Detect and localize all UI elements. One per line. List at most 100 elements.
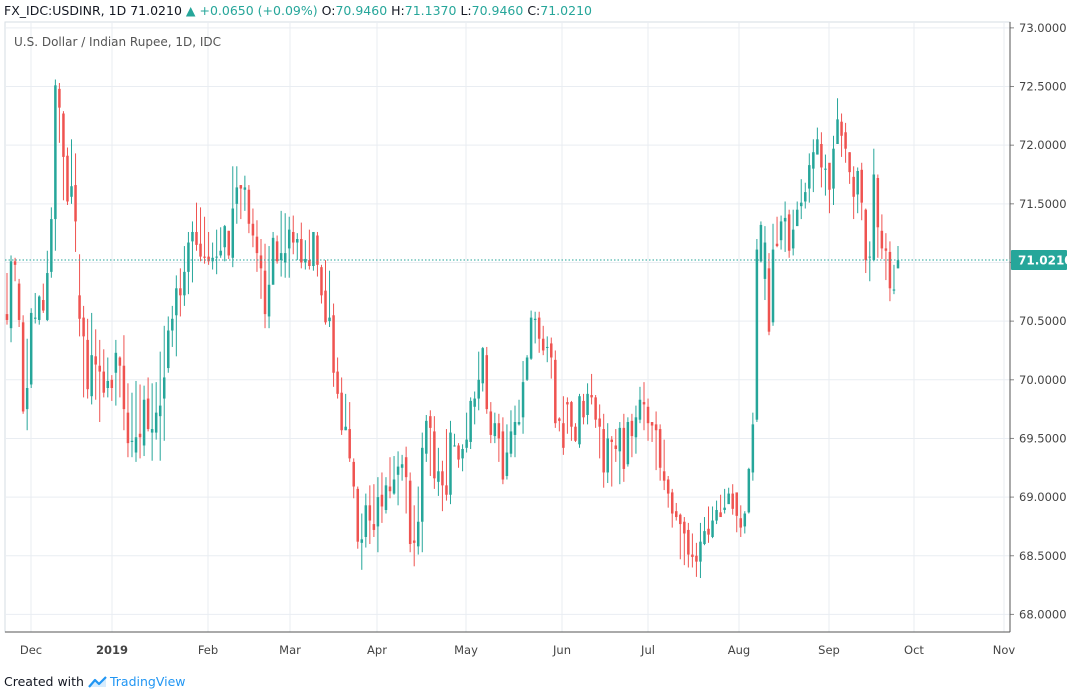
candle <box>558 417 561 432</box>
candle-body <box>445 485 448 495</box>
candle <box>33 292 37 324</box>
candle <box>872 148 876 262</box>
candle <box>804 182 807 209</box>
candle-body <box>622 427 626 469</box>
candle-body <box>142 399 146 446</box>
candle-body <box>868 256 872 258</box>
candle <box>465 412 468 453</box>
candle <box>150 383 154 461</box>
candle-body <box>199 243 202 257</box>
candle <box>747 467 751 514</box>
candle <box>727 487 730 505</box>
candle <box>300 222 303 269</box>
candle-body <box>727 493 730 505</box>
candle-body <box>570 402 573 427</box>
candle <box>142 385 146 457</box>
high-value: 71.1370 <box>404 3 457 18</box>
symbol-name[interactable]: FX_IDC:USDINR, 1D <box>4 3 127 18</box>
candle <box>666 475 670 508</box>
candle-body <box>666 479 670 494</box>
candle <box>138 384 142 459</box>
candle-body <box>251 223 255 236</box>
tradingview-link[interactable]: TradingView <box>88 674 186 689</box>
candle <box>771 223 775 326</box>
candle <box>421 432 424 553</box>
candle-body <box>824 168 827 170</box>
candle-body <box>550 343 553 358</box>
candle-body <box>880 230 884 249</box>
candlestick-chart[interactable]: Dec 2019 Feb Mar Apr May Jun Jul Aug Sep Oct Nov 73.… <box>0 0 1075 665</box>
candle-body <box>33 317 37 319</box>
candle <box>844 122 847 163</box>
candle <box>316 231 319 277</box>
candle-body <box>687 529 690 555</box>
candle <box>799 179 803 220</box>
candle-body <box>376 497 380 527</box>
candle-body <box>98 365 101 372</box>
candle <box>461 444 464 472</box>
candle-body <box>836 119 839 144</box>
candle-body <box>820 144 823 168</box>
candle-body <box>594 397 597 420</box>
candle-body <box>614 445 618 449</box>
candle <box>437 447 440 496</box>
candle <box>388 457 392 499</box>
candle <box>751 412 755 481</box>
candle <box>396 451 400 506</box>
candle-body <box>481 348 484 384</box>
price-change: +0.0650 (+0.09%) <box>199 3 318 18</box>
candle-body <box>799 202 803 207</box>
candle <box>489 402 493 444</box>
candle-body <box>723 507 726 510</box>
candle-body <box>876 178 880 228</box>
candle <box>352 458 355 499</box>
candle-body <box>372 524 376 530</box>
candle <box>263 243 267 329</box>
candle-body <box>146 398 150 430</box>
candle-body <box>328 317 331 322</box>
candle-body <box>449 432 452 495</box>
candle <box>791 209 795 256</box>
candle-body <box>58 88 61 108</box>
candle <box>267 246 271 329</box>
candle <box>17 278 21 327</box>
candle-body <box>207 256 210 262</box>
candle-body <box>884 248 888 251</box>
candle <box>86 318 89 399</box>
candle <box>513 405 517 458</box>
candle <box>441 460 444 512</box>
x-tick-label: Feb <box>198 643 218 657</box>
candle-body <box>759 224 763 262</box>
candle <box>433 416 436 489</box>
candle <box>896 246 900 269</box>
candle <box>562 396 565 455</box>
candle-body <box>102 371 106 393</box>
candle <box>219 227 222 258</box>
candle-body <box>231 208 235 258</box>
candle <box>445 429 448 501</box>
footer: Created with TradingView <box>4 674 186 689</box>
candle <box>429 410 432 476</box>
candle <box>606 423 609 484</box>
y-tick-label: 72.5000 <box>1019 80 1067 94</box>
candle-body <box>167 330 170 369</box>
candle <box>848 152 851 184</box>
candle-body <box>670 492 674 514</box>
candle-body <box>497 423 501 439</box>
candle-body <box>380 494 384 507</box>
candle-body <box>243 187 247 190</box>
candle-body <box>658 429 662 468</box>
candle-body <box>110 379 114 388</box>
candle <box>880 214 884 259</box>
candle <box>755 239 759 423</box>
candle-body <box>46 273 49 320</box>
candle-body <box>896 260 900 269</box>
candle-body <box>554 359 557 424</box>
candle-body <box>356 488 360 542</box>
candle-body <box>735 492 738 516</box>
candle-body <box>533 318 537 320</box>
candle <box>457 443 460 468</box>
candle-body <box>404 457 408 478</box>
candle-body <box>751 424 755 473</box>
candle-body <box>739 518 743 528</box>
